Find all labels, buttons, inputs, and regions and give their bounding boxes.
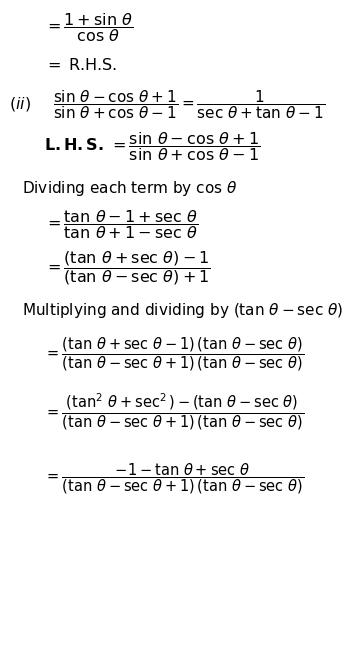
Text: Dividing each term by $\cos\,\theta$: Dividing each term by $\cos\,\theta$ — [22, 179, 237, 199]
Text: $= \dfrac{-1 - \tan\,\theta + \sec\,\theta}{(\tan\,\theta - \sec\,\theta + 1)\,(: $= \dfrac{-1 - \tan\,\theta + \sec\,\the… — [44, 461, 304, 496]
Text: $\mathbf{L.H.S.}$$\, = \dfrac{\sin\,\theta - \cos\,\theta + 1}{\sin\,\theta + \c: $\mathbf{L.H.S.}$$\, = \dfrac{\sin\,\the… — [44, 130, 260, 163]
Text: $= \dfrac{1 + \sin\,\theta}{\cos\,\theta}$: $= \dfrac{1 + \sin\,\theta}{\cos\,\theta… — [44, 11, 133, 44]
Text: $= \dfrac{(\tan\,\theta + \sec\,\theta - 1)\,(\tan\,\theta - \sec\,\theta)}{(\ta: $= \dfrac{(\tan\,\theta + \sec\,\theta -… — [44, 335, 304, 373]
Text: Multiplying and dividing by $(\tan\,\theta - \sec\,\theta)$: Multiplying and dividing by $(\tan\,\the… — [22, 301, 343, 320]
Text: $= \dfrac{(\tan\,\theta + \sec\,\theta) - 1}{(\tan\,\theta - \sec\,\theta) + 1}$: $= \dfrac{(\tan\,\theta + \sec\,\theta) … — [44, 249, 210, 287]
Text: $= \dfrac{(\tan^{2}\,\theta + \sec^{2}) - (\tan\,\theta - \sec\,\theta)}{(\tan\,: $= \dfrac{(\tan^{2}\,\theta + \sec^{2}) … — [44, 391, 304, 432]
Text: $= $ R.H.S.: $= $ R.H.S. — [44, 57, 117, 73]
Text: $\dfrac{\sin\,\theta - \cos\,\theta + 1}{\sin\,\theta + \cos\,\theta - 1} = \dfr: $\dfrac{\sin\,\theta - \cos\,\theta + 1}… — [53, 88, 325, 120]
Text: $= \dfrac{\tan\,\theta - 1 + \sec\,\theta}{\tan\,\theta + 1 - \sec\,\theta}$: $= \dfrac{\tan\,\theta - 1 + \sec\,\thet… — [44, 208, 198, 241]
Text: $(ii)$: $(ii)$ — [9, 95, 31, 113]
